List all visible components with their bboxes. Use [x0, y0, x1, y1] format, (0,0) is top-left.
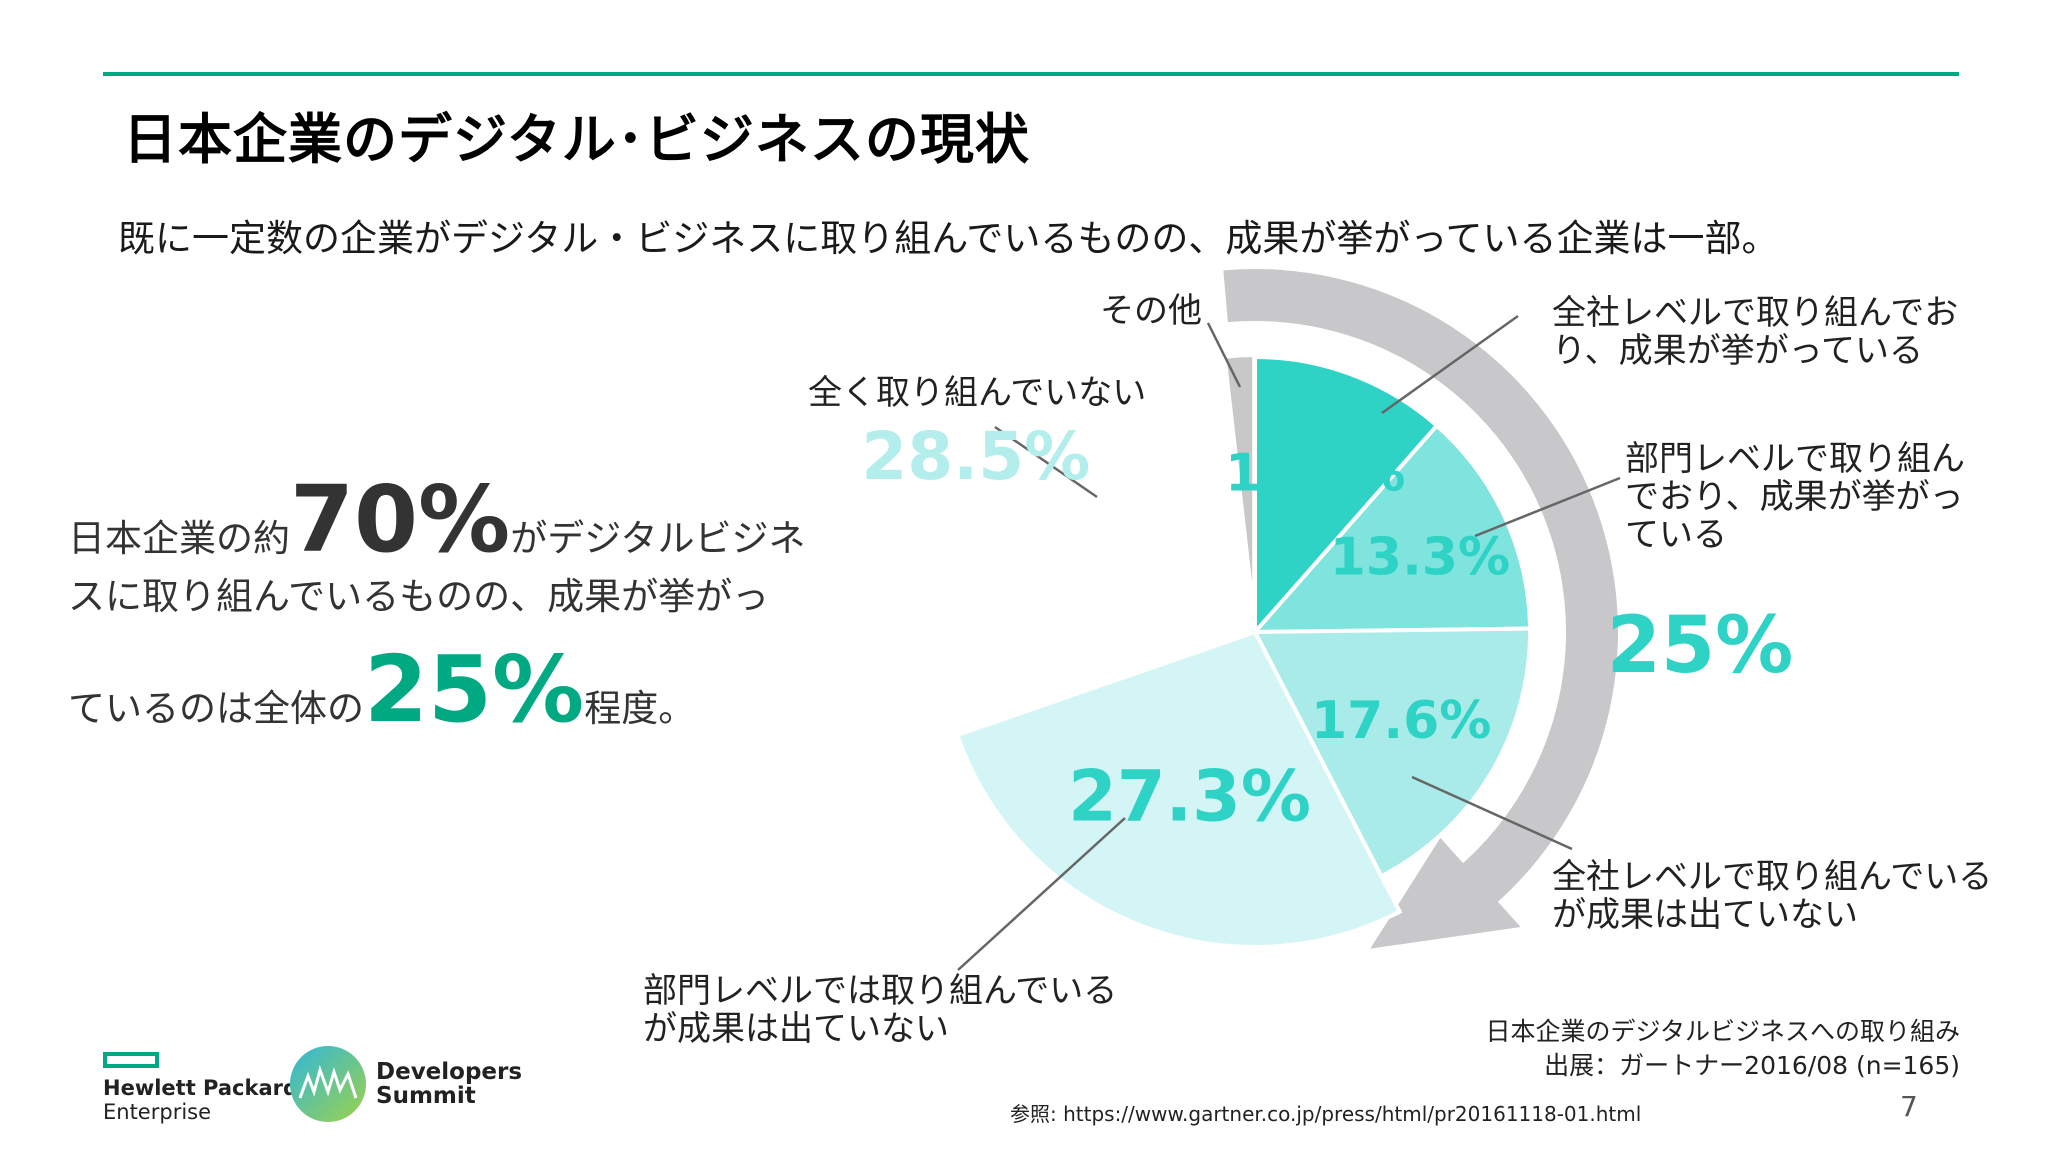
page-subtitle: 既に一定数の企業がデジタル・ビジネスに取り組んでいるものの、成果が挙がっている企…	[118, 217, 1779, 260]
devsum-logo: Developers Summit	[290, 1046, 522, 1122]
devsum-badge-icon	[290, 1046, 366, 1122]
callout-other: その他	[1100, 291, 1202, 331]
callout-dept-nosuccess: 部門レベルでは取り組んでいる が成果は出ていない	[643, 972, 1117, 1048]
callout-none: 全く取り組んでいない	[808, 373, 1147, 413]
source-line1: 日本企業のデジタルビジネスへの取り組み	[1485, 1017, 1960, 1046]
highlight-arrow-shape	[1223, 268, 1619, 949]
pie-slice-1	[1253, 354, 1440, 638]
callout-company-success-line2: り、成果が挙がっている	[1552, 331, 1923, 371]
highlight-arrow	[1223, 268, 1619, 949]
summary-part2: がデジタルビジネ	[510, 517, 806, 560]
summary-25-percent: 25%	[364, 636, 585, 743]
leader-line-2	[1474, 476, 1621, 538]
top-rule	[103, 72, 1959, 76]
callout-company-nosuccess-line1: 全社レベルで取り組んでいる	[1552, 857, 1993, 897]
summary-part4: ているのは全体の	[68, 687, 364, 730]
summary-70-percent: 70%	[290, 466, 511, 573]
pie-slice-1-value-label: 11.5%	[1225, 444, 1405, 504]
pie-slice-5-value-label: 28.5%	[861, 418, 1090, 495]
highlight-total-label: 25%	[1607, 601, 1794, 691]
source-line2: 出展：ガートナー2016/08 (n=165)	[1544, 1051, 1960, 1080]
hpe-logo: Hewlett Packard Enterprise	[103, 1052, 298, 1124]
callout-company-success: 全社レベルで取り組んでお り、成果が挙がっている	[1552, 294, 1958, 370]
callout-company-nosuccess-line2: が成果は出ていない	[1552, 895, 1858, 935]
devsum-logo-line1: Developers	[376, 1059, 523, 1085]
hpe-logo-mark	[103, 1052, 159, 1068]
reference-link[interactable]: 参照: https://www.gartner.co.jp/press/html…	[1010, 1102, 1642, 1126]
callout-company-nosuccess: 全社レベルで取り組んでいる が成果は出ていない	[1552, 858, 1992, 934]
summary-part3: スに取り組んでいるものの、成果が挙がっ	[68, 575, 770, 618]
callout-dept-nosuccess-line1: 部門レベルでは取り組んでいる	[643, 971, 1118, 1011]
leader-line-1	[1381, 314, 1519, 415]
summary-part1: 日本企業の約	[68, 517, 290, 560]
callout-dept-success-line2: でおり、成果が挙がっ	[1625, 477, 1964, 517]
pie-slice-2-value-label: 13.3%	[1330, 527, 1510, 587]
devsum-logo-line2: Summit	[376, 1083, 476, 1109]
pie-slice-4-value-label: 27.3%	[1068, 755, 1311, 837]
page-number: 7	[1900, 1090, 1918, 1123]
pie-slice-4	[954, 629, 1403, 949]
pie-slice-2	[1250, 422, 1533, 635]
callout-dept-success-line3: ている	[1625, 515, 1727, 555]
leader-line-3	[1411, 775, 1573, 851]
summary-text: 日本企業の約70%がデジタルビジネ スに取り組んでいるものの、成果が挙がっ てい…	[68, 474, 828, 738]
leader-line-6	[1206, 322, 1242, 388]
hpe-logo-line1: Hewlett Packard	[103, 1076, 299, 1100]
summary-part5: 程度。	[584, 687, 696, 730]
callout-dept-success-line1: 部門レベルで取り組ん	[1625, 439, 1965, 479]
hpe-logo-line2: Enterprise	[103, 1100, 212, 1124]
callout-dept-nosuccess-line2: が成果は出ていない	[643, 1009, 949, 1049]
leader-line-4	[957, 817, 1126, 971]
leader-line-5	[994, 425, 1098, 499]
callout-company-success-line1: 全社レベルで取り組んでお	[1552, 293, 1959, 333]
page-title: 日本企業のデジタル･ビジネスの現状	[123, 108, 1030, 171]
pie-slice-3-value-label: 17.6%	[1311, 691, 1491, 751]
source-note: 日本企業のデジタルビジネスへの取り組み 出展：ガートナー2016/08 (n=1…	[1485, 1015, 1960, 1083]
pie-slice-3	[1251, 626, 1532, 879]
pie-slice-5	[978, 356, 1258, 725]
callout-dept-success: 部門レベルで取り組ん でおり、成果が挙がっ ている	[1625, 440, 1965, 554]
